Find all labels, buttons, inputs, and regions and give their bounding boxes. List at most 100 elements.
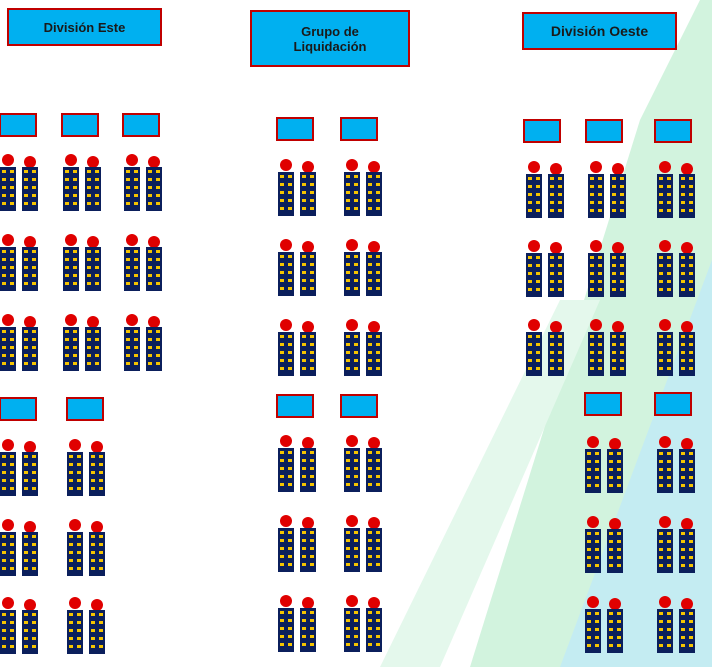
soldier-mark — [659, 209, 663, 212]
soldier-mark — [550, 201, 554, 204]
soldier-mark — [24, 471, 28, 474]
soldier-head — [2, 154, 14, 166]
soldier-mark — [587, 452, 591, 455]
soldier-mark — [310, 351, 314, 354]
soldier-mark — [598, 280, 602, 283]
soldier-mark — [346, 279, 350, 282]
soldier-mark — [667, 359, 671, 362]
soldier-mark — [346, 475, 350, 478]
soldier-head — [24, 236, 36, 248]
soldier-head — [587, 516, 599, 528]
soldier-mark — [659, 335, 663, 338]
soldier-mark — [73, 330, 77, 333]
soldier-mark — [310, 475, 314, 478]
soldier-mark — [354, 451, 358, 454]
soldier-mark — [354, 255, 358, 258]
soldier-mark — [590, 288, 594, 291]
soldier-mark — [595, 636, 599, 639]
soldier-head — [126, 234, 138, 246]
soldier-mark — [368, 547, 372, 550]
soldier-mark — [95, 274, 99, 277]
soldier-mark — [368, 483, 372, 486]
soldier-mark — [659, 256, 663, 259]
soldier-mark — [73, 194, 77, 197]
soldier-mark — [590, 193, 594, 196]
soldier-mark — [2, 535, 6, 538]
soldier-mark — [689, 256, 693, 259]
soldier-mark — [681, 620, 685, 623]
soldier-mark — [376, 351, 380, 354]
soldier-head — [65, 314, 77, 326]
soldier-mark — [376, 335, 380, 338]
soldier-mark — [87, 250, 91, 253]
soldier-mark — [288, 547, 292, 550]
soldier-mark — [24, 282, 28, 285]
soldier-head — [302, 321, 314, 333]
soldier-head — [368, 241, 380, 253]
soldier-mark — [24, 194, 28, 197]
soldier-mark — [681, 468, 685, 471]
soldier-mark — [376, 611, 380, 614]
soldier-mark — [134, 194, 138, 197]
soldier-mark — [620, 351, 624, 354]
soldier-mark — [681, 476, 685, 479]
soldier-mark — [590, 359, 594, 362]
soldier-mark — [558, 280, 562, 283]
soldier-mark — [667, 256, 671, 259]
soldier-mark — [65, 274, 69, 277]
soldier-mark — [288, 459, 292, 462]
soldier-mark — [77, 621, 81, 624]
soldier-mark — [280, 279, 284, 282]
soldier-mark — [99, 637, 103, 640]
soldier-mark — [595, 532, 599, 535]
soldier-mark — [354, 351, 358, 354]
soldier-mark — [91, 621, 95, 624]
soldier-mark — [612, 288, 616, 291]
soldier-mark — [595, 476, 599, 479]
soldier-mark — [528, 335, 532, 338]
soldier-mark — [346, 547, 350, 550]
soldier-mark — [689, 343, 693, 346]
soldier-mark — [32, 535, 36, 538]
soldier-mark — [87, 258, 91, 261]
soldier-mark — [612, 264, 616, 267]
soldier-mark — [659, 548, 663, 551]
soldier-mark — [536, 177, 540, 180]
soldier-mark — [376, 539, 380, 542]
soldier-mark — [528, 177, 532, 180]
soldier-mark — [148, 354, 152, 357]
soldier-mark — [77, 487, 81, 490]
soldier-head — [681, 242, 693, 254]
soldier-mark — [346, 183, 350, 186]
soldier-mark — [587, 620, 591, 623]
soldier-mark — [10, 471, 14, 474]
soldier-mark — [609, 564, 613, 567]
soldier-head — [24, 599, 36, 611]
soldier-mark — [659, 540, 663, 543]
soldier-mark — [620, 209, 624, 212]
soldier-mark — [587, 612, 591, 615]
soldier-mark — [126, 250, 130, 253]
soldier-mark — [595, 612, 599, 615]
soldier-mark — [590, 209, 594, 212]
soldier-mark — [689, 548, 693, 551]
soldier-mark — [288, 635, 292, 638]
soldier-mark — [689, 612, 693, 615]
soldier-mark — [24, 346, 28, 349]
soldier-mark — [10, 551, 14, 554]
soldier-mark — [368, 555, 372, 558]
soldier-mark — [354, 271, 358, 274]
soldier-mark — [659, 185, 663, 188]
soldier-head — [612, 242, 624, 254]
soldier-mark — [368, 207, 372, 210]
soldier-mark — [346, 367, 350, 370]
soldier-mark — [590, 343, 594, 346]
soldier-mark — [354, 359, 358, 362]
soldier-mark — [302, 611, 306, 614]
soldier-mark — [346, 271, 350, 274]
soldier-mark — [288, 475, 292, 478]
soldier-mark — [134, 282, 138, 285]
soldier-mark — [346, 175, 350, 178]
soldier-head — [587, 596, 599, 608]
soldier-mark — [156, 282, 160, 285]
